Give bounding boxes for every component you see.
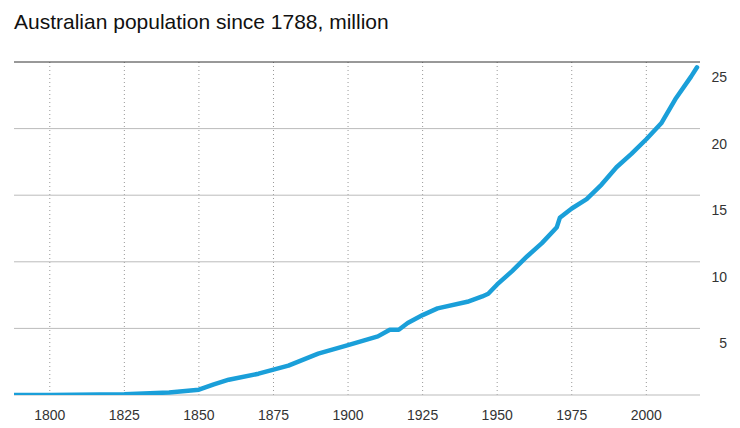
y-axis-line [14,62,15,395]
y-tick-label: 5 [719,335,727,351]
population-line [14,67,697,395]
y-grid-line [14,128,700,129]
y-grid-line [14,195,700,196]
y-grid-line [14,328,700,329]
x-tick-label: 1900 [332,407,363,423]
plot-area [14,67,697,395]
y-tick-label: 25 [711,69,727,85]
x-grid-line [422,62,423,395]
x-grid-line [124,62,125,395]
y-grid-line [14,62,700,63]
x-tick-label: 1975 [556,407,587,423]
x-tick-label: 1925 [407,407,438,423]
y-tick-label: 10 [711,269,727,285]
x-grid-line [646,62,647,395]
x-grid-line [49,62,50,395]
x-tick-label: 1800 [34,407,65,423]
x-grid-line [571,62,572,395]
x-tick-label: 1950 [482,407,513,423]
x-tick-label: 1825 [109,407,140,423]
x-tick-label: 1875 [258,407,289,423]
x-grid-line [497,62,498,395]
x-tick-label: 2000 [631,407,662,423]
x-tick-label: 1850 [183,407,214,423]
x-grid-line [198,62,199,395]
title: Australian population since 1788, millio… [14,10,389,33]
y-grid-line [14,261,700,262]
x-grid-line [273,62,274,395]
chart: Australian population since 1788, millio… [0,0,740,428]
y-tick-label: 15 [711,202,727,218]
y-tick-label: 20 [711,136,727,152]
